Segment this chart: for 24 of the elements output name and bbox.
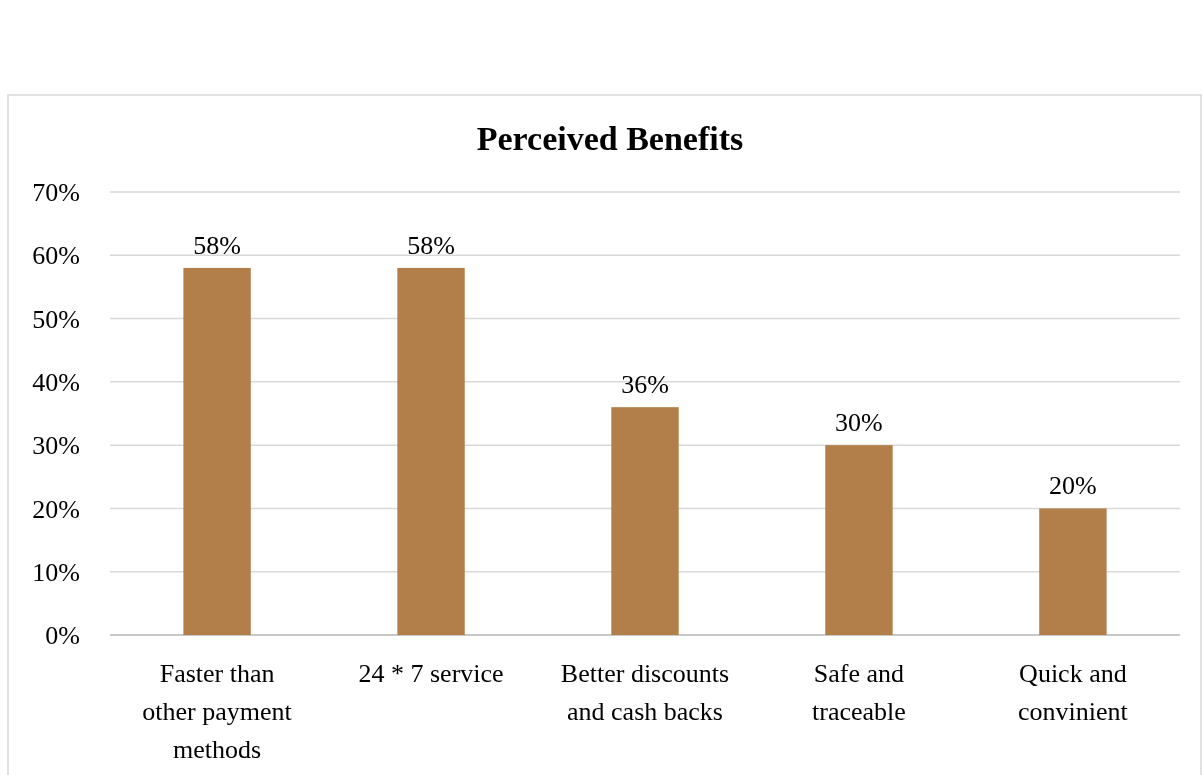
data-label: 20% bbox=[1049, 471, 1097, 501]
bar bbox=[1039, 508, 1107, 635]
y-tick-label: 30% bbox=[32, 431, 80, 461]
bar bbox=[611, 407, 679, 635]
bar bbox=[183, 267, 251, 635]
y-tick-label: 70% bbox=[32, 178, 80, 208]
data-label: 58% bbox=[407, 230, 455, 260]
bar bbox=[825, 445, 893, 635]
x-tick-label: Better discounts and cash backs bbox=[560, 659, 730, 726]
y-tick-label: 20% bbox=[32, 494, 80, 524]
y-tick-label: 60% bbox=[32, 241, 80, 271]
y-tick-label: 0% bbox=[45, 621, 80, 651]
y-tick-label: 40% bbox=[32, 367, 80, 397]
x-tick-label: Safe and traceable bbox=[812, 659, 906, 726]
data-label: 36% bbox=[621, 370, 669, 400]
chart-title: Perceived Benefits bbox=[476, 120, 744, 157]
x-tick-label: 24 * 7 service bbox=[358, 659, 504, 688]
x-tick-label: Faster than other payment methods bbox=[142, 659, 293, 764]
bar bbox=[397, 267, 465, 635]
y-tick-label: 50% bbox=[32, 304, 80, 334]
y-tick-label: 10% bbox=[32, 557, 80, 587]
data-label: 30% bbox=[835, 408, 883, 438]
x-tick-label: Quick and convinient bbox=[1018, 659, 1129, 726]
data-label: 58% bbox=[193, 230, 241, 260]
